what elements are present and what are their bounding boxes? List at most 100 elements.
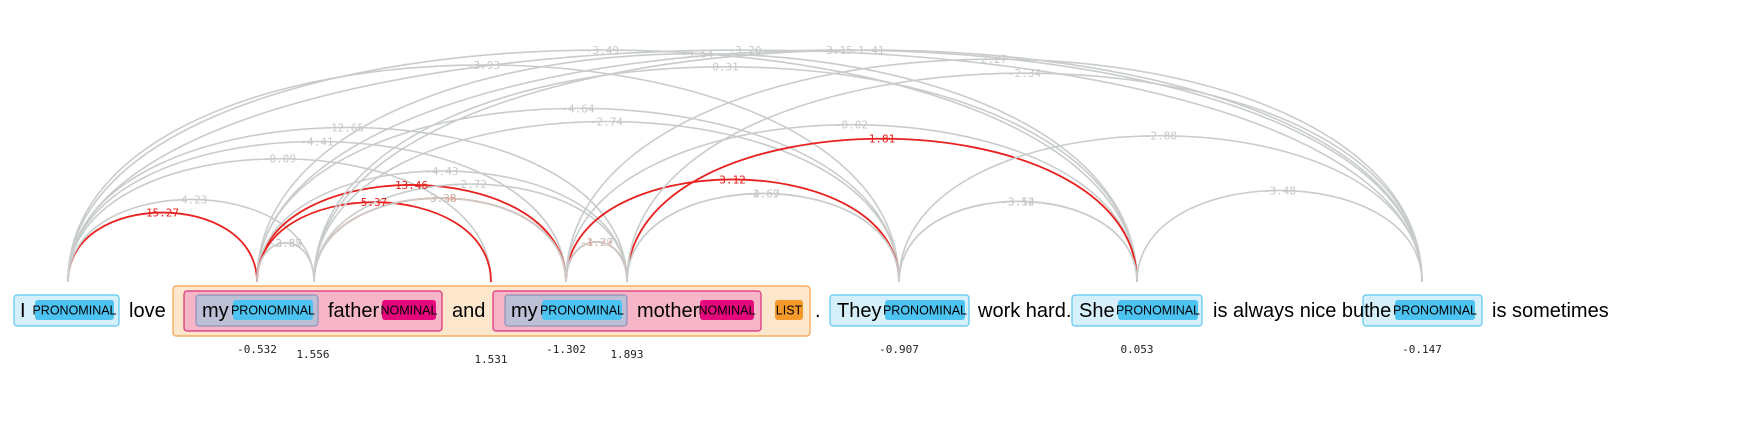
coref-arc xyxy=(313,197,567,283)
arc-score-label: -2.74 xyxy=(590,115,623,128)
coref-arc xyxy=(313,65,1138,283)
arc-score-label: -4.69 xyxy=(746,187,779,200)
arcs-layer xyxy=(67,49,1423,283)
coref-arc xyxy=(565,58,1423,283)
coref-arc xyxy=(626,137,1138,283)
coref-arc xyxy=(313,183,628,283)
arc-score-label: 2.27 xyxy=(981,53,1008,66)
coref-arc xyxy=(313,49,1423,283)
mention-score: 0.053 xyxy=(1120,343,1153,356)
token-word: work hard. xyxy=(977,300,1071,322)
coref-arc xyxy=(626,192,900,283)
arc-score-label: -4.43 xyxy=(425,165,458,178)
arc-score-label: 0.31 xyxy=(712,61,739,74)
arc-score-label: 3.15 xyxy=(826,44,853,57)
arc-score-label: -3.29 xyxy=(580,236,613,249)
nominal-tag-label: NOMINAL xyxy=(699,304,756,318)
pronominal-tag xyxy=(35,300,114,320)
arc-score-label: -2.88 xyxy=(1144,130,1177,143)
scores-layer: -0.532 1.556 1.531 -1.302 1.893 -0.907 0.053 -0… xyxy=(237,343,1442,366)
pronominal-tag-label: PRONOMINAL xyxy=(231,304,315,318)
arc-score-label: -0.09 xyxy=(263,153,296,166)
arc-score-label: 3.12 xyxy=(719,173,746,186)
arc-score-label: -3.57 xyxy=(269,237,302,250)
arc-score-label: -3.54 xyxy=(680,48,713,61)
arc-score-label: -1.41 xyxy=(851,44,884,57)
arc-score-label: -3.52 xyxy=(1001,195,1034,208)
arc-score-label: -3.38 xyxy=(423,192,456,205)
pronominal-tag xyxy=(885,300,965,320)
coref-arc xyxy=(67,157,492,283)
coref-arc xyxy=(67,140,567,283)
arc-score-label: 1.81 xyxy=(869,133,896,146)
coref-arc xyxy=(67,49,1423,283)
arc-score-label: -2.34 xyxy=(1008,67,1041,80)
coref-arc xyxy=(67,211,258,283)
pronominal-tag-label: PRONOMINAL xyxy=(883,304,967,318)
token-word: is sometimes xyxy=(1492,300,1609,322)
coref-arc xyxy=(67,198,315,283)
token-word: and xyxy=(452,300,485,322)
arc-score-label: -4.64 xyxy=(561,102,594,115)
mention-score: -0.532 xyxy=(237,343,277,356)
pronominal-tag xyxy=(542,300,622,320)
coref-arc xyxy=(565,178,900,283)
nominal-tag xyxy=(700,300,754,320)
coref-arc xyxy=(256,53,1138,283)
arc-score-label: 5.37 xyxy=(361,196,388,209)
coref-arc xyxy=(626,72,1423,283)
pronominal-tag-label: PRONOMINAL xyxy=(540,304,624,318)
token-word: is always nice but xyxy=(1213,300,1370,322)
arc-score-label: -3.93 xyxy=(467,59,500,72)
arc-score-label: -4.41 xyxy=(300,135,333,148)
list-tag xyxy=(775,300,803,320)
arc-score-label: 12.65 xyxy=(331,121,364,134)
coref-arc xyxy=(898,200,1138,283)
list-tag-label: LIST xyxy=(776,304,803,318)
mention-score: -0.147 xyxy=(1402,343,1442,356)
arc-score-label: -2.67 xyxy=(746,187,779,200)
token-word: love xyxy=(129,300,166,322)
pronominal-tag xyxy=(1395,300,1475,320)
arc-score-label: -2.72 xyxy=(454,178,487,191)
mention-score: 1.893 xyxy=(610,348,643,361)
token-word: . xyxy=(815,300,821,322)
arc-score-label: -0.02 xyxy=(835,119,868,132)
arc-score-label: -3.49 xyxy=(586,44,619,57)
coref-arc xyxy=(256,170,628,283)
mention-score: 1.556 xyxy=(296,348,329,361)
pronominal-tag xyxy=(233,300,313,320)
coref-arc xyxy=(898,135,1423,283)
token-word: my xyxy=(511,300,538,322)
arc-score-label: -3.20 xyxy=(728,44,761,57)
token-word: I xyxy=(20,300,26,322)
coref-arc xyxy=(565,241,628,283)
arc-score-label: -2.88 xyxy=(269,237,302,250)
mention-score: -0.907 xyxy=(879,343,919,356)
pronominal-tag-label: PRONOMINAL xyxy=(1393,304,1477,318)
coref-arc xyxy=(256,107,900,283)
coref-arc xyxy=(67,49,1138,283)
coref-arc xyxy=(67,64,900,283)
coref-arc xyxy=(1136,189,1423,283)
arc-score-label: -3.14 xyxy=(1001,195,1034,208)
mention-score: 1.531 xyxy=(474,353,507,366)
token-word: She xyxy=(1079,300,1115,322)
coref-arc xyxy=(898,200,1138,283)
coref-arc xyxy=(256,184,567,283)
token-word: he xyxy=(1369,300,1391,322)
pronominal-tag-label: PRONOMINAL xyxy=(32,304,116,318)
arc-score-label: 15.27 xyxy=(146,207,179,220)
nominal-tag-label: NOMINAL xyxy=(381,304,438,318)
token-word: father xyxy=(328,300,379,322)
arc-score-label: -3.48 xyxy=(1263,184,1296,197)
nominal-tag xyxy=(382,300,436,320)
token-word: mother xyxy=(637,300,700,322)
token-word: They xyxy=(837,300,881,322)
coref-arc xyxy=(626,192,900,283)
token-word: my xyxy=(202,300,229,322)
arc-score-label: -1.?? xyxy=(580,236,613,249)
